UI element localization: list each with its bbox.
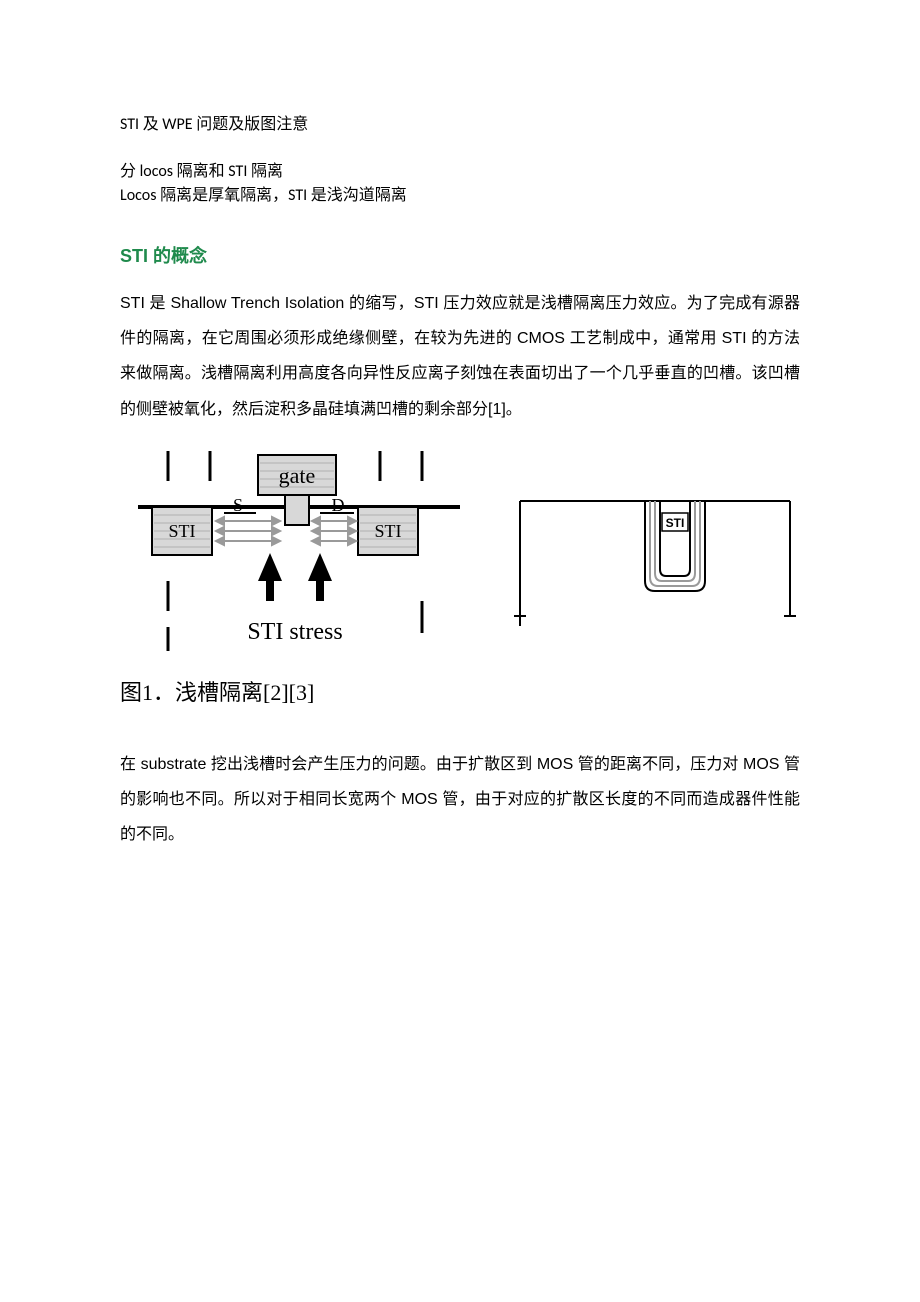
- heading-en: STI: [120, 246, 148, 266]
- paragraph-1: STI 是 Shallow Trench Isolation 的缩写，STI 压…: [120, 286, 800, 427]
- section-heading: STI 的概念: [120, 242, 800, 268]
- label-sti-right: STI: [375, 521, 402, 541]
- label-sti-left: STI: [169, 521, 196, 541]
- paragraph-2: 在 substrate 挖出浅槽时会产生压力的问题。由于扩散区到 MOS 管的距…: [120, 747, 800, 853]
- intro-line-2: Locos 隔离是厚氧隔离，STI 是浅沟道隔离: [120, 184, 800, 208]
- heading-zh: 的概念: [148, 246, 207, 266]
- label-sti-stress: STI stress: [247, 619, 342, 645]
- figure-1: gate STI STI S D: [120, 441, 800, 707]
- title-line: STI 及 WPE 问题及版图注意: [120, 110, 800, 134]
- figure-caption: 图1．浅槽隔离[2][3]: [120, 675, 800, 707]
- label-gate: gate: [279, 463, 316, 488]
- label-sti-trench: STI: [666, 516, 685, 530]
- intro-line-1: 分 locos 隔离和 STI 隔离: [120, 160, 800, 184]
- sti-diagram: gate STI STI S D: [120, 441, 810, 671]
